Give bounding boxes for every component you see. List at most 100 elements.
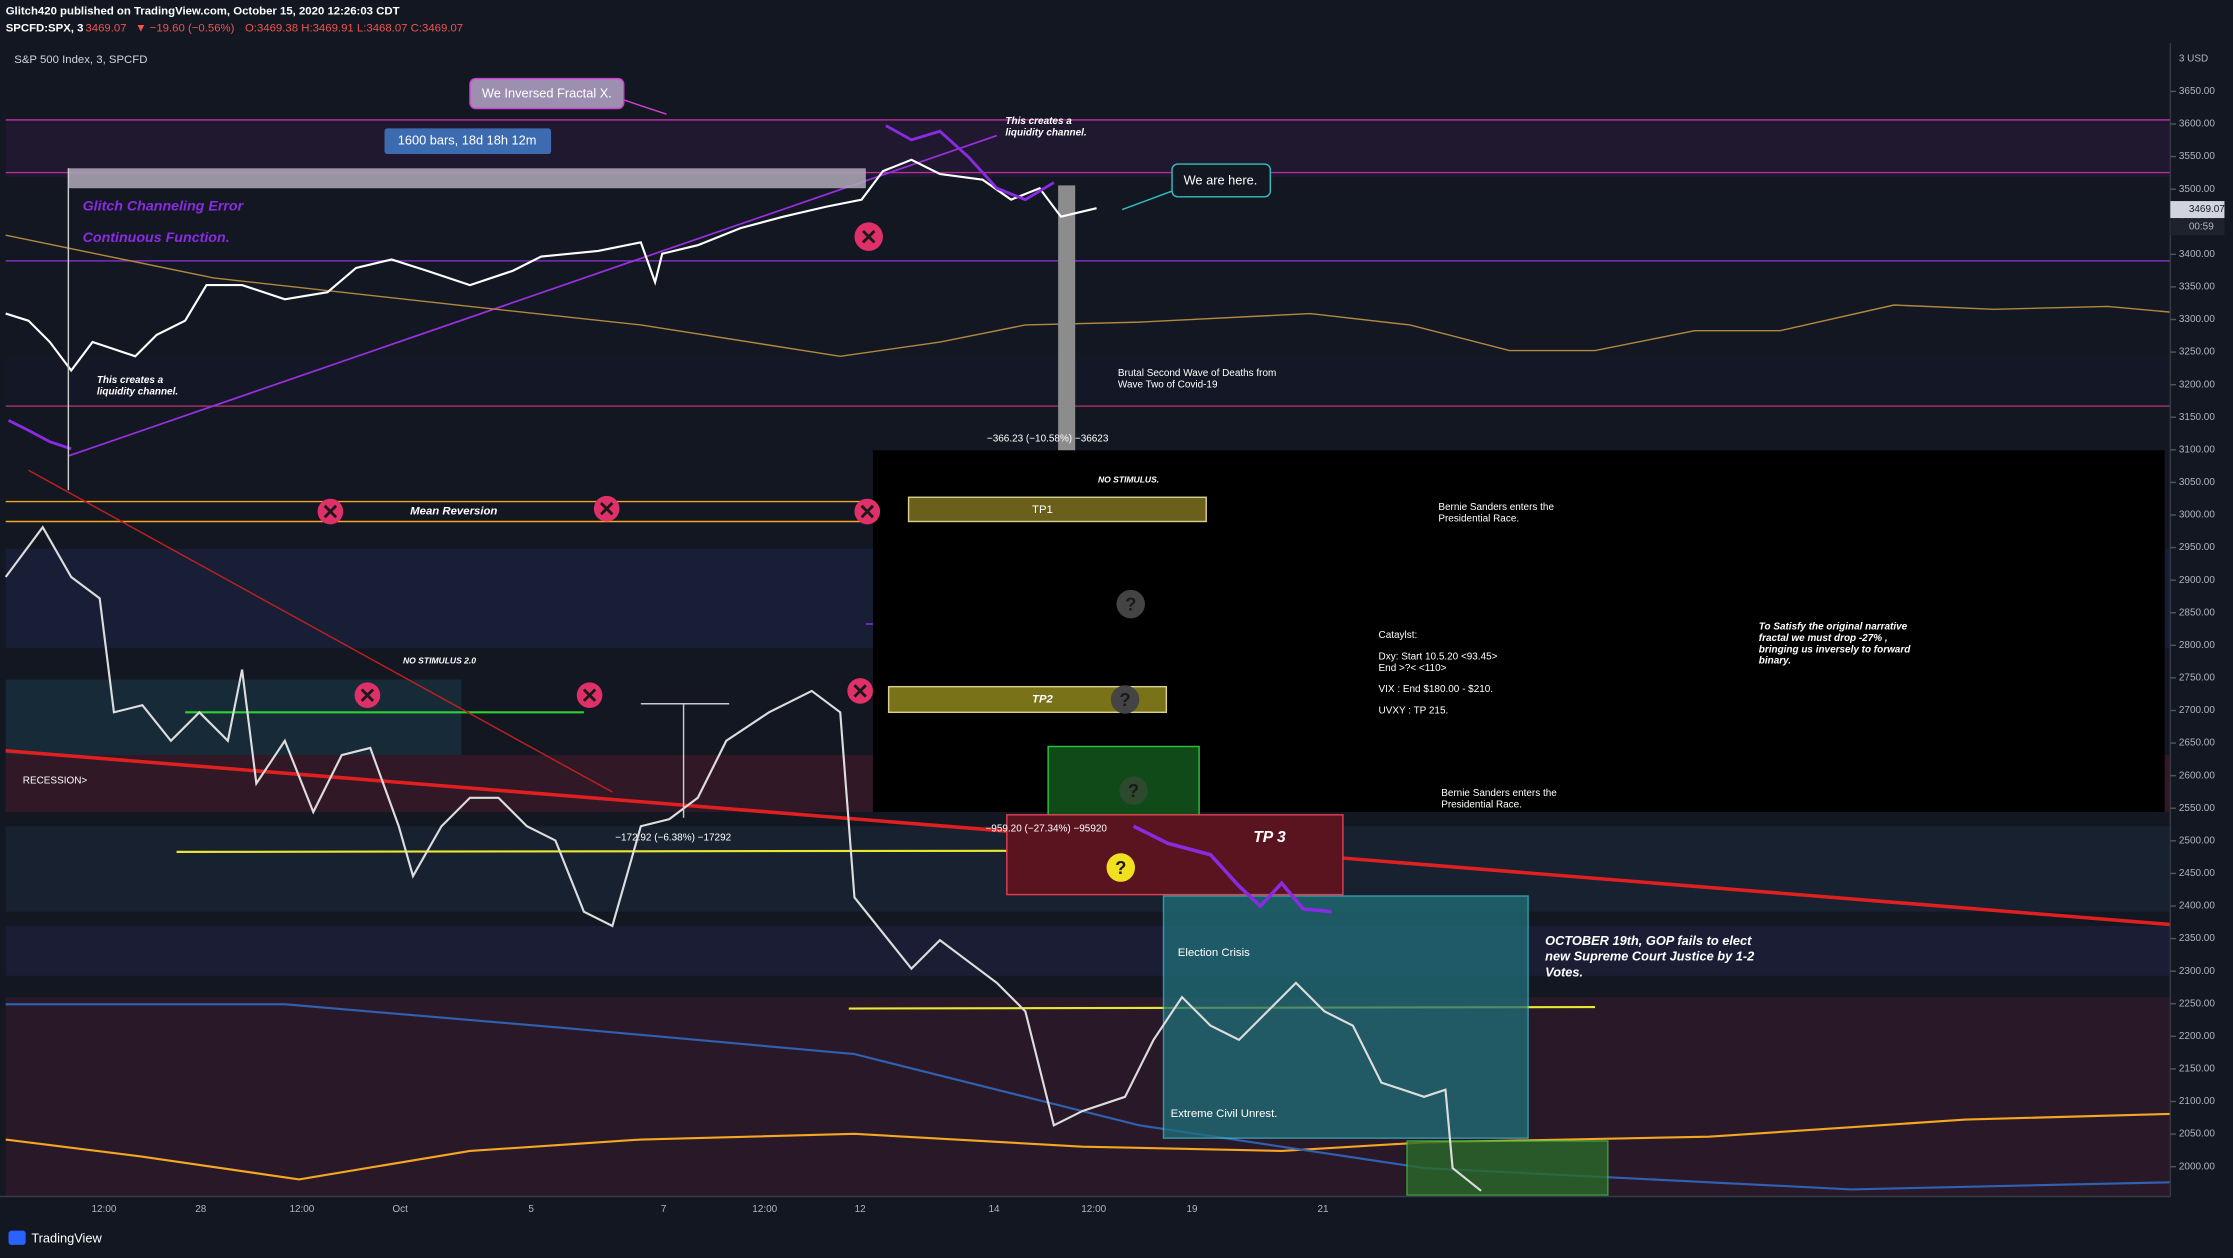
price-tick-label: 2300.00 [2179, 966, 2215, 977]
price-tick-label: 2500.00 [2179, 835, 2215, 846]
price-tick-label: 2900.00 [2179, 575, 2215, 586]
measure-label: −959.20 (−27.34%) −95920 [985, 824, 1107, 835]
annotation: OCTOBER 19th, GOP fails to elect [1545, 933, 1752, 948]
green-box-2 [1406, 1140, 1609, 1196]
price-tick-label: 2950.00 [2179, 542, 2215, 553]
annotation: Extreme Civil Unrest. [1171, 1108, 1278, 1120]
callout-tail [623, 99, 667, 115]
callout: We are here. [1184, 173, 1258, 188]
price-line [5, 158, 1097, 373]
price-tick-label: 3150.00 [2179, 412, 2215, 423]
time-ticks: 12:00 28 12:00 Oct 5 7 12:00 12 14 12:00 19 21 [91, 1204, 1328, 1215]
price-tick-label: 3400.00 [2179, 249, 2215, 260]
annotation: binary. [1759, 656, 1791, 667]
catalyst: Cataylst: [1379, 630, 1418, 641]
measure-label: −366.23 (−10.58%) −36623 [987, 434, 1109, 445]
tp3-box [1006, 814, 1344, 896]
time-tick-label: 12:00 [1081, 1204, 1106, 1215]
annotation: Votes. [1545, 964, 1583, 979]
tp-label: TP 3 [1253, 829, 1286, 846]
time-tick-label: 7 [661, 1204, 667, 1215]
price-tick-label: 3000.00 [2179, 510, 2215, 521]
price-tick-label: 3100.00 [2179, 444, 2215, 455]
annotation: Bernie Sanders enters the [1438, 502, 1554, 513]
current-price: 3469.07 [2189, 204, 2225, 215]
annotation: Brutal Second Wave of Deaths from [1118, 368, 1276, 379]
annotation: Glitch Channeling Error [83, 199, 245, 215]
purple-projection [1132, 824, 1332, 914]
annotation: RECESSION> [23, 775, 88, 786]
price-tick-label: 3200.00 [2179, 379, 2215, 390]
purple-price [7, 419, 72, 451]
price-tick-label: 2050.00 [2179, 1129, 2215, 1140]
price-tick-label: 3050.00 [2179, 477, 2215, 488]
annotation: To Satisfy the original narrative [1759, 621, 1908, 632]
time-tick-label: 19 [1186, 1204, 1198, 1215]
catalyst: UVXY : TP 215. [1379, 706, 1449, 717]
question-marker [1106, 853, 1136, 882]
question-marker [1116, 589, 1145, 619]
question-text: ? [1125, 593, 1136, 614]
price-tick-label: 2250.00 [2179, 998, 2215, 1009]
callout: We Inversed Fractal X. [482, 86, 612, 101]
time-tick-label: 28 [195, 1204, 207, 1215]
time-tick-label: 14 [988, 1204, 1000, 1215]
annotation: liquidity channel. [1005, 127, 1086, 138]
price-axis [2170, 42, 2233, 1225]
time-tick-label: 12:00 [289, 1204, 314, 1215]
annotation: Presidential Race. [1441, 800, 1522, 811]
ohlc: O:3469.38 H:3469.91 L:3468.07 C:3469.07 [245, 23, 463, 35]
annotation: Election Crisis [1178, 947, 1250, 959]
annotation: bringing us inversely to forward [1759, 644, 1911, 655]
annotation: Mean Reversion [410, 506, 497, 518]
annotation: new Supreme Court Justice by 1-2 [1545, 949, 1754, 964]
symbol: SPCFD:SPX, 3 [6, 23, 84, 35]
question-text: ? [1128, 780, 1139, 801]
price-tick-label: 3600.00 [2179, 119, 2215, 130]
brand-logo [8, 1230, 26, 1245]
catalyst: VIX : End $180.00 - $210. [1379, 684, 1494, 695]
catalyst: Dxy: Start 10.5.20 <93.45> [1379, 651, 1498, 662]
tp-label: TP1 [1032, 504, 1053, 516]
price-tick-label: 3650.00 [2179, 86, 2215, 97]
callout-box [1171, 163, 1272, 198]
callout-box [469, 77, 625, 110]
range-box [68, 168, 866, 189]
purple-price-2 [885, 124, 1055, 202]
publisher: Glitch420 published on TradingView.com, … [6, 6, 400, 18]
bars-label: 1600 bars, 18d 18h 12m [398, 133, 537, 148]
last-price: 3469.07 [85, 23, 126, 35]
price-tick-label: 2550.00 [2179, 803, 2215, 814]
header-bar [0, 0, 2233, 43]
price-tick-label: 2100.00 [2179, 1096, 2215, 1107]
legend: S&P 500 Index, 3, SPCFD [14, 54, 147, 66]
annotation: NO STIMULUS 2.0 [403, 655, 476, 665]
annotation: fractal we must drop -27% , [1759, 633, 1888, 644]
price-tick-label: 3500.00 [2179, 184, 2215, 195]
annotation: This creates a [97, 375, 164, 386]
price-ticks: 3650.003600.003550.003500.003450.003400.… [2170, 86, 2215, 1172]
price-tick-label: 2650.00 [2179, 738, 2215, 749]
catalyst: End >?< <110> [1379, 663, 1447, 674]
price-tick-label: 2200.00 [2179, 1031, 2215, 1042]
change: ▼ −19.60 (−0.56%) [135, 23, 234, 35]
countdown-tag [2170, 218, 2225, 236]
callout-tail [1121, 190, 1173, 211]
annotation: NO STIMULUS. [1098, 474, 1159, 484]
price-tick-label: 3300.00 [2179, 314, 2215, 325]
question-text: ? [1119, 689, 1130, 710]
current-price-tag [2170, 201, 2225, 219]
annotation: This creates a [1005, 116, 1072, 127]
election-box [1162, 895, 1529, 1139]
tp1-box [907, 496, 1207, 523]
price-tick-label: 2000.00 [2179, 1161, 2215, 1172]
price-tick-label: 2700.00 [2179, 705, 2215, 716]
price-tick-label: 2350.00 [2179, 933, 2215, 944]
time-tick-label: 12:00 [752, 1204, 777, 1215]
annotation: Wave Two of Covid-19 [1118, 379, 1218, 390]
price-tick-label: 2800.00 [2179, 640, 2215, 651]
question-marker [1119, 776, 1148, 805]
price-tick-label: 2150.00 [2179, 1064, 2215, 1075]
